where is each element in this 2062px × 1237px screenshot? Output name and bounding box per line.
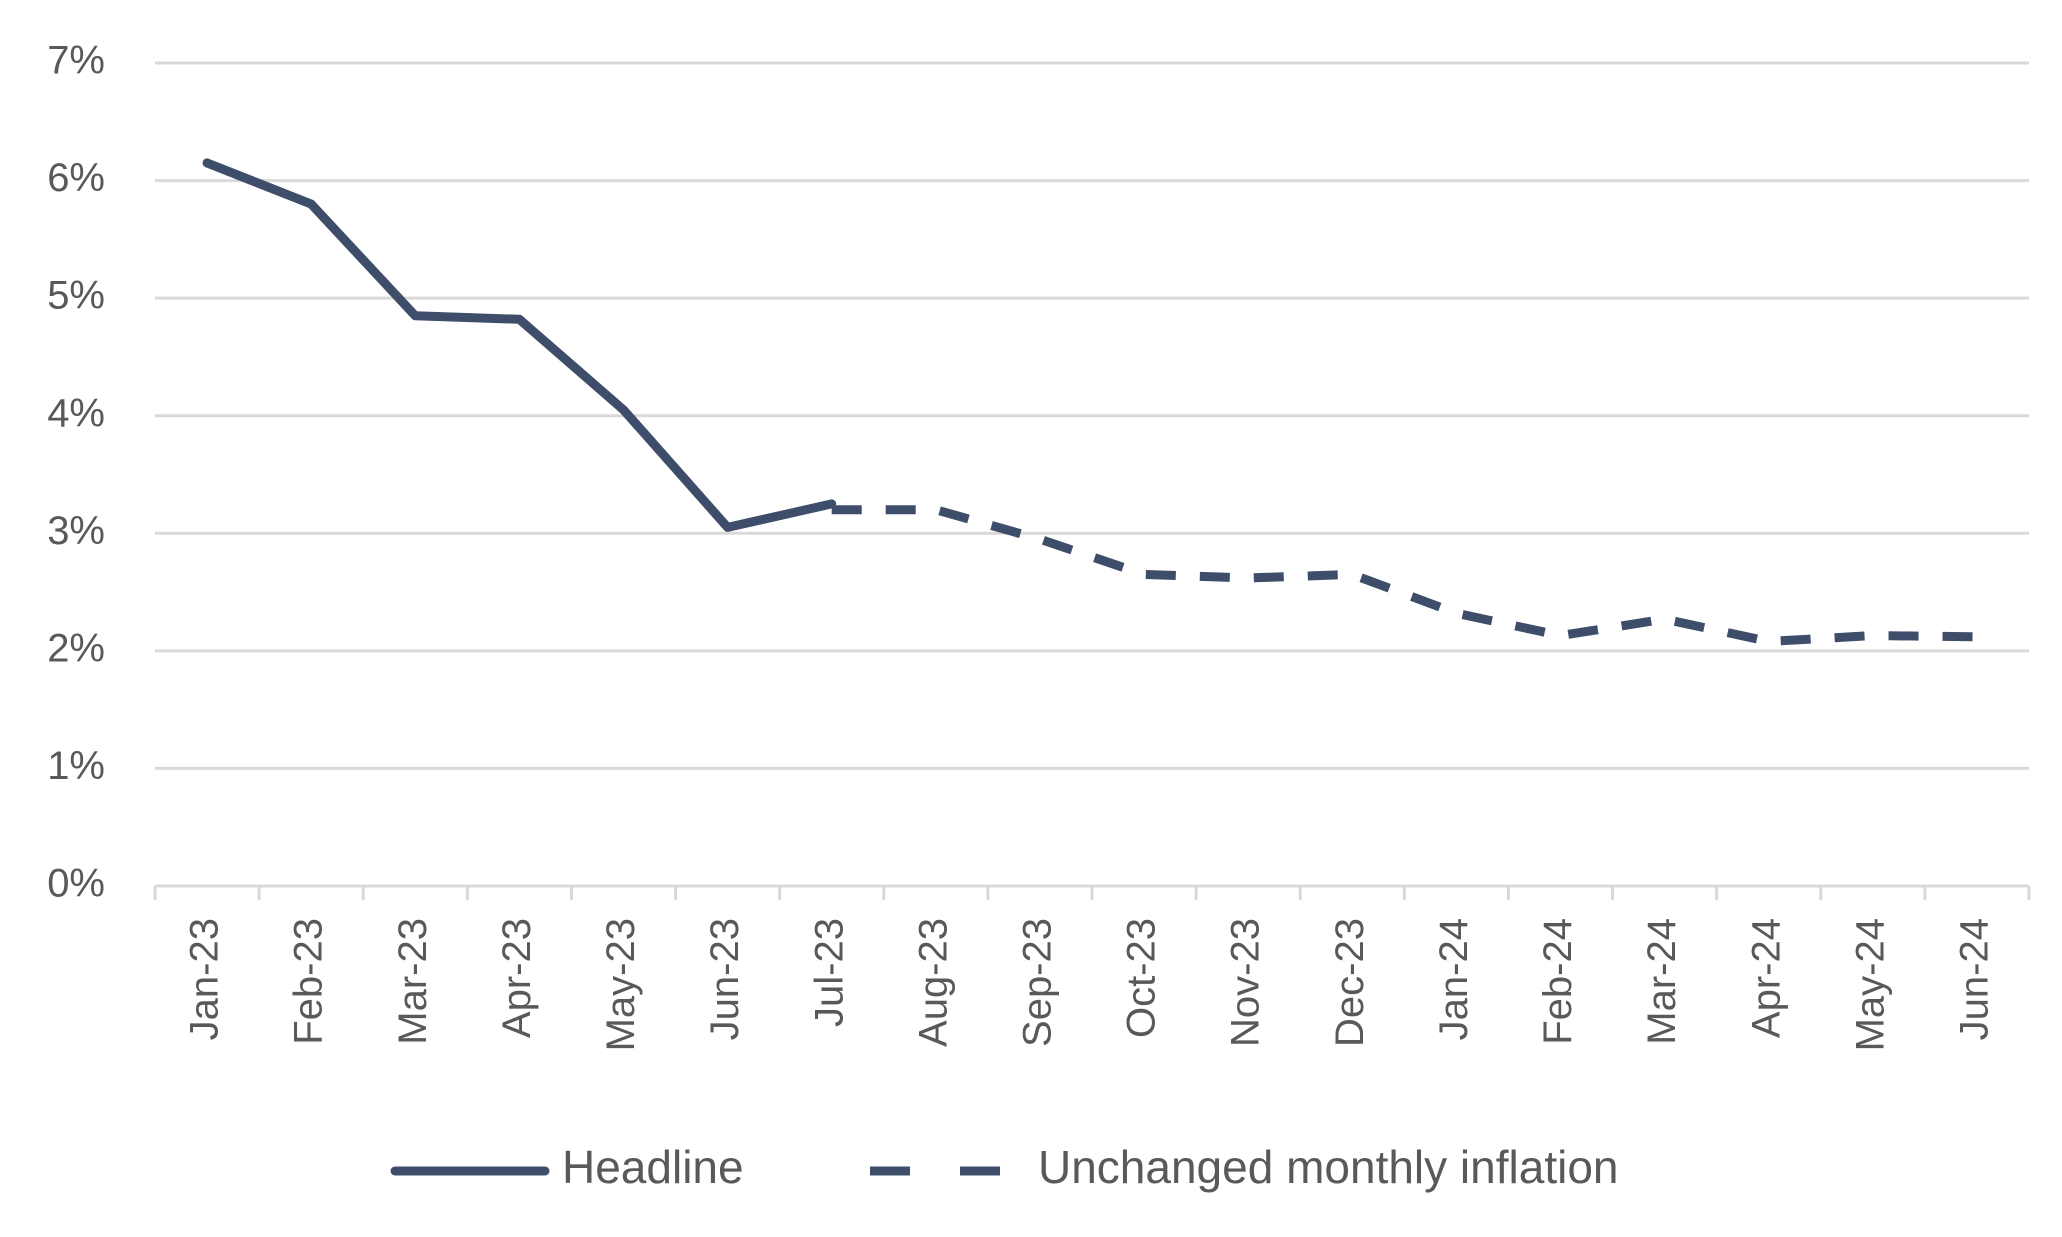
y-tick-label: 2% [47,626,105,670]
x-tick-label: Apr-24 [1744,918,1788,1038]
x-tick-label: Jan-24 [1432,918,1476,1040]
legend-label: Unchanged monthly inflation [1038,1141,1618,1193]
y-tick-label: 3% [47,509,105,553]
y-tick-label: 7% [47,39,105,83]
y-tick-label: 4% [47,391,105,435]
x-tick-label: Sep-23 [1016,918,1060,1047]
x-tick-label: Mar-24 [1640,918,1684,1045]
series-line [831,505,1977,646]
x-tick-label: Aug-23 [911,918,955,1047]
x-tick-label: Jan-23 [183,918,227,1040]
x-tick-label: Jun-23 [703,918,747,1040]
x-tick-label: Oct-23 [1120,918,1164,1038]
x-tick-label: Feb-23 [287,918,331,1045]
x-tick-label: Nov-23 [1224,918,1268,1047]
x-tick-label: May-24 [1848,918,1892,1051]
x-tick-label: Dec-23 [1328,918,1372,1047]
x-tick-label: Apr-23 [495,918,539,1038]
x-tick-label: May-23 [599,918,643,1051]
x-tick-label: Jun-24 [1953,918,1997,1040]
x-tick-label: Mar-23 [391,918,435,1045]
y-tick-label: 0% [47,862,105,906]
legend-label: Headline [562,1141,744,1193]
series-line [202,158,837,532]
x-tick-label: Feb-24 [1536,918,1580,1045]
y-tick-label: 1% [47,744,105,788]
y-tick-label: 6% [47,156,105,200]
x-tick-label: Jul-23 [807,918,851,1027]
y-tick-label: 5% [47,274,105,318]
